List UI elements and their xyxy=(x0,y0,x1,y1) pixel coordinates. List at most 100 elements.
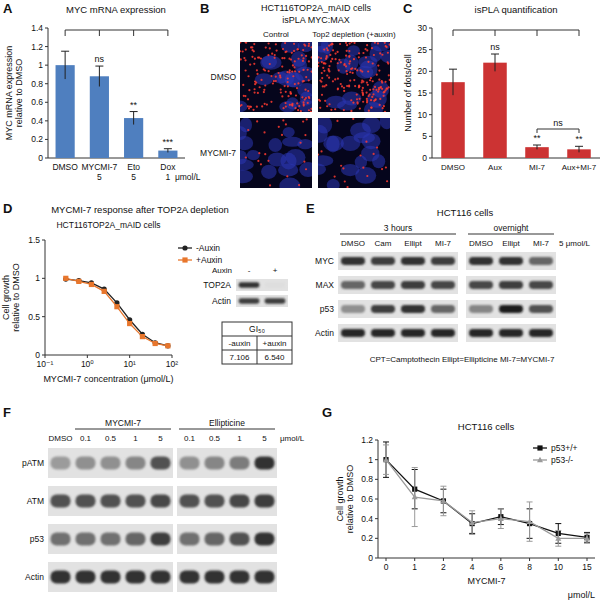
y-tick-label: 0.6 xyxy=(361,494,373,504)
marker xyxy=(114,304,119,309)
y-tick-label: 1.4 xyxy=(31,23,43,33)
pla-dot xyxy=(252,49,254,51)
y-tick-label: 0.6 xyxy=(31,97,43,107)
error-cap xyxy=(527,501,533,502)
lane-label: 0.5 xyxy=(105,434,117,443)
nucleus xyxy=(327,179,340,188)
group-rule xyxy=(179,429,275,430)
y-axis-label: Number of dots/cell xyxy=(403,54,413,132)
dose-label: 5 xyxy=(97,172,102,182)
x-tick-label: 10² xyxy=(166,359,178,369)
pla-dot xyxy=(386,88,388,90)
error-bar xyxy=(584,532,590,542)
pla-dot xyxy=(276,49,278,51)
pla-dot xyxy=(365,91,367,93)
pla-dot xyxy=(252,109,254,111)
group-label: Ellipticine xyxy=(209,418,245,428)
pla-dot xyxy=(377,42,379,44)
x-axis-label: MYCMI-7 xyxy=(468,576,506,586)
plot-area xyxy=(441,54,591,158)
y-tick xyxy=(429,93,432,94)
marker xyxy=(555,535,561,541)
marker xyxy=(153,340,158,345)
pla-dot xyxy=(319,107,321,109)
pla-dot xyxy=(348,56,350,58)
error-cap xyxy=(584,533,590,534)
pla-dot xyxy=(304,134,306,136)
lane-label: 5 xyxy=(262,434,267,443)
pla-dot xyxy=(298,184,300,186)
table-title: GI₅₀ xyxy=(249,324,265,334)
pla-dot xyxy=(289,104,291,106)
nucleus xyxy=(260,55,281,69)
bracket xyxy=(133,30,134,36)
error-bar xyxy=(412,468,418,527)
x-axis xyxy=(378,558,595,559)
pla-dot xyxy=(383,105,385,107)
pla-dot xyxy=(260,57,262,59)
y-tick xyxy=(375,459,378,460)
band xyxy=(499,329,523,337)
nucleus xyxy=(318,125,328,143)
pla-dot xyxy=(326,74,328,76)
band xyxy=(469,305,493,313)
pla-dot xyxy=(384,111,386,112)
membrane xyxy=(73,562,173,592)
group-label: 3 hours xyxy=(384,223,412,233)
pla-dot xyxy=(264,153,266,155)
band xyxy=(431,257,455,265)
significance: ns xyxy=(553,118,563,128)
band xyxy=(101,494,121,507)
y-tick-label: 1 xyxy=(35,273,40,283)
pla-dot xyxy=(346,73,348,75)
y-tick xyxy=(375,518,378,519)
pla-dot xyxy=(302,69,304,71)
text-line: relative to DMSO xyxy=(14,59,24,128)
marker xyxy=(165,343,170,348)
group-label: overnight xyxy=(494,223,530,233)
row-label: Actin xyxy=(315,328,334,338)
pla-dot xyxy=(378,88,380,90)
pla-dot xyxy=(337,88,339,90)
error-bar xyxy=(61,51,69,79)
pla-dot xyxy=(308,60,310,62)
pla-dot xyxy=(381,80,383,82)
band xyxy=(371,257,395,265)
marker xyxy=(182,257,187,262)
pla-dot xyxy=(293,50,295,52)
pla-dot xyxy=(382,107,384,109)
pla-dot xyxy=(247,129,249,131)
pla-dot xyxy=(255,82,257,84)
significance: *** xyxy=(163,137,174,147)
pla-dot xyxy=(362,167,364,169)
error-cap xyxy=(584,532,590,533)
y-tick xyxy=(42,278,45,279)
band xyxy=(529,257,553,265)
pla-dot xyxy=(348,55,350,57)
y-axis xyxy=(48,28,49,158)
pla-dot xyxy=(361,89,363,91)
pla-image xyxy=(240,42,312,112)
y-tick-label: 0.2 xyxy=(31,134,43,144)
band xyxy=(180,532,200,545)
error-cap xyxy=(498,508,504,509)
pla-dot xyxy=(289,69,291,71)
pla-dot xyxy=(291,52,293,54)
pla-dot xyxy=(366,98,368,100)
plot-area xyxy=(383,442,590,546)
band xyxy=(265,298,286,303)
row-label: p53 xyxy=(320,304,334,314)
bracket xyxy=(99,30,100,36)
pla-dot xyxy=(369,79,371,81)
pla-dot xyxy=(366,175,368,177)
band xyxy=(401,305,425,313)
x-tick-label: 8 xyxy=(527,562,532,572)
pla-dot xyxy=(324,100,326,102)
pla-dot xyxy=(284,42,286,44)
y-tick-label: 20 xyxy=(418,66,428,76)
pla-dot xyxy=(287,85,289,87)
y-tick xyxy=(429,49,432,50)
y-tick xyxy=(45,120,48,121)
x-tick-label: 0 xyxy=(384,562,389,572)
x-axis-label: MYCMI-7 concentration (μmol/L) xyxy=(43,374,173,384)
